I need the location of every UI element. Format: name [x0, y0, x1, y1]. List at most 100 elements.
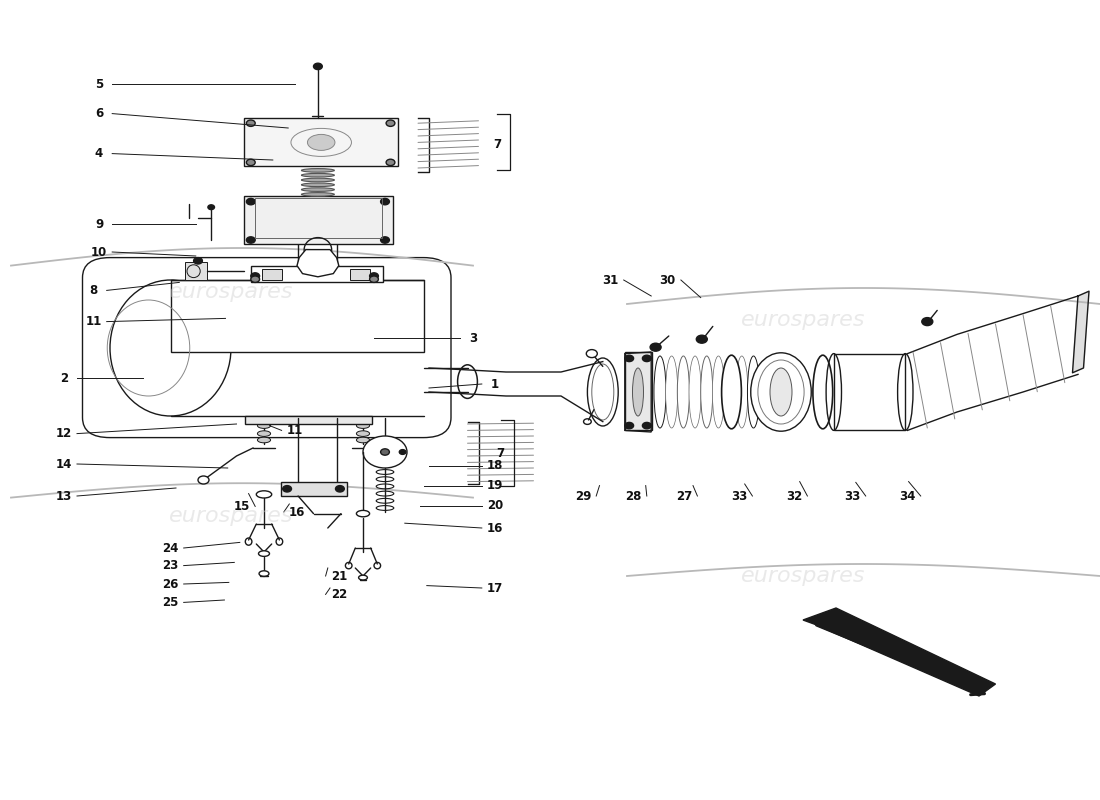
Ellipse shape — [689, 356, 701, 428]
Text: 8: 8 — [89, 284, 98, 297]
Ellipse shape — [256, 490, 272, 498]
Ellipse shape — [713, 356, 725, 428]
Text: 18: 18 — [487, 459, 503, 472]
Circle shape — [363, 436, 407, 468]
Polygon shape — [625, 352, 651, 432]
Text: 33: 33 — [732, 490, 747, 502]
Ellipse shape — [356, 510, 370, 517]
Ellipse shape — [587, 358, 618, 426]
Bar — [244, 196, 393, 244]
Circle shape — [370, 276, 378, 282]
Text: 33: 33 — [845, 490, 860, 502]
Text: 20: 20 — [487, 499, 503, 512]
Circle shape — [399, 450, 406, 454]
Circle shape — [642, 422, 651, 429]
Text: 32: 32 — [786, 490, 802, 502]
Bar — [251, 266, 383, 282]
FancyBboxPatch shape — [82, 258, 451, 438]
Text: 6: 6 — [95, 107, 103, 120]
Text: 34: 34 — [900, 490, 915, 502]
Ellipse shape — [301, 178, 334, 182]
Ellipse shape — [257, 422, 271, 429]
Text: 4: 4 — [95, 147, 103, 160]
Ellipse shape — [632, 368, 644, 416]
Circle shape — [381, 198, 389, 205]
Circle shape — [586, 350, 597, 358]
Text: 16: 16 — [487, 522, 503, 534]
Circle shape — [194, 258, 202, 264]
Circle shape — [642, 355, 651, 362]
Circle shape — [246, 198, 255, 205]
Circle shape — [246, 120, 255, 126]
Text: 2: 2 — [59, 372, 68, 385]
Text: eurospares: eurospares — [168, 282, 294, 302]
Text: 9: 9 — [95, 218, 103, 230]
Ellipse shape — [356, 430, 370, 437]
Text: 3: 3 — [469, 332, 477, 345]
Text: 25: 25 — [163, 596, 178, 609]
Ellipse shape — [301, 169, 334, 172]
Ellipse shape — [653, 356, 666, 428]
Ellipse shape — [301, 183, 334, 186]
Text: 5: 5 — [95, 78, 103, 90]
Text: 7: 7 — [493, 138, 502, 150]
Text: 15: 15 — [234, 500, 250, 513]
Ellipse shape — [307, 134, 334, 150]
Ellipse shape — [770, 368, 792, 416]
Polygon shape — [185, 262, 207, 280]
Circle shape — [251, 276, 260, 282]
Text: 7: 7 — [496, 447, 505, 460]
Bar — [262, 269, 282, 280]
Circle shape — [381, 449, 389, 455]
Ellipse shape — [748, 356, 760, 428]
Circle shape — [386, 120, 395, 126]
Circle shape — [381, 237, 389, 243]
Circle shape — [251, 273, 260, 279]
Text: 11: 11 — [287, 424, 303, 437]
Circle shape — [336, 486, 344, 492]
Circle shape — [246, 159, 255, 166]
Polygon shape — [170, 280, 424, 352]
Ellipse shape — [258, 571, 268, 576]
Circle shape — [283, 486, 292, 492]
Circle shape — [625, 355, 634, 362]
Text: 19: 19 — [487, 479, 503, 492]
Text: eurospares: eurospares — [740, 310, 866, 330]
Ellipse shape — [724, 356, 736, 428]
Text: 16: 16 — [289, 506, 305, 518]
Ellipse shape — [813, 355, 833, 429]
Ellipse shape — [301, 174, 334, 177]
Circle shape — [208, 205, 214, 210]
Circle shape — [386, 159, 395, 166]
Text: 30: 30 — [660, 274, 675, 286]
Circle shape — [370, 273, 378, 279]
Ellipse shape — [722, 355, 741, 429]
Ellipse shape — [678, 356, 690, 428]
Circle shape — [314, 63, 322, 70]
Text: 11: 11 — [86, 315, 101, 328]
Bar — [280, 482, 346, 496]
Text: 14: 14 — [56, 458, 72, 470]
Bar — [834, 354, 905, 430]
Text: 27: 27 — [676, 490, 692, 502]
Text: 28: 28 — [626, 490, 641, 502]
Ellipse shape — [258, 550, 270, 557]
Text: 17: 17 — [487, 582, 503, 594]
Ellipse shape — [301, 193, 334, 196]
Text: 22: 22 — [331, 588, 346, 601]
Text: 26: 26 — [163, 578, 178, 590]
Text: eurospares: eurospares — [740, 566, 866, 586]
Circle shape — [922, 318, 933, 326]
Circle shape — [625, 422, 634, 429]
Circle shape — [198, 476, 209, 484]
Text: 12: 12 — [56, 427, 72, 440]
Polygon shape — [1072, 291, 1089, 373]
Bar — [350, 269, 370, 280]
Text: 23: 23 — [163, 559, 178, 572]
Bar — [625, 352, 652, 430]
Circle shape — [696, 335, 707, 343]
Ellipse shape — [666, 356, 678, 428]
Ellipse shape — [356, 437, 370, 443]
Bar — [255, 198, 382, 238]
Text: 21: 21 — [331, 570, 346, 582]
